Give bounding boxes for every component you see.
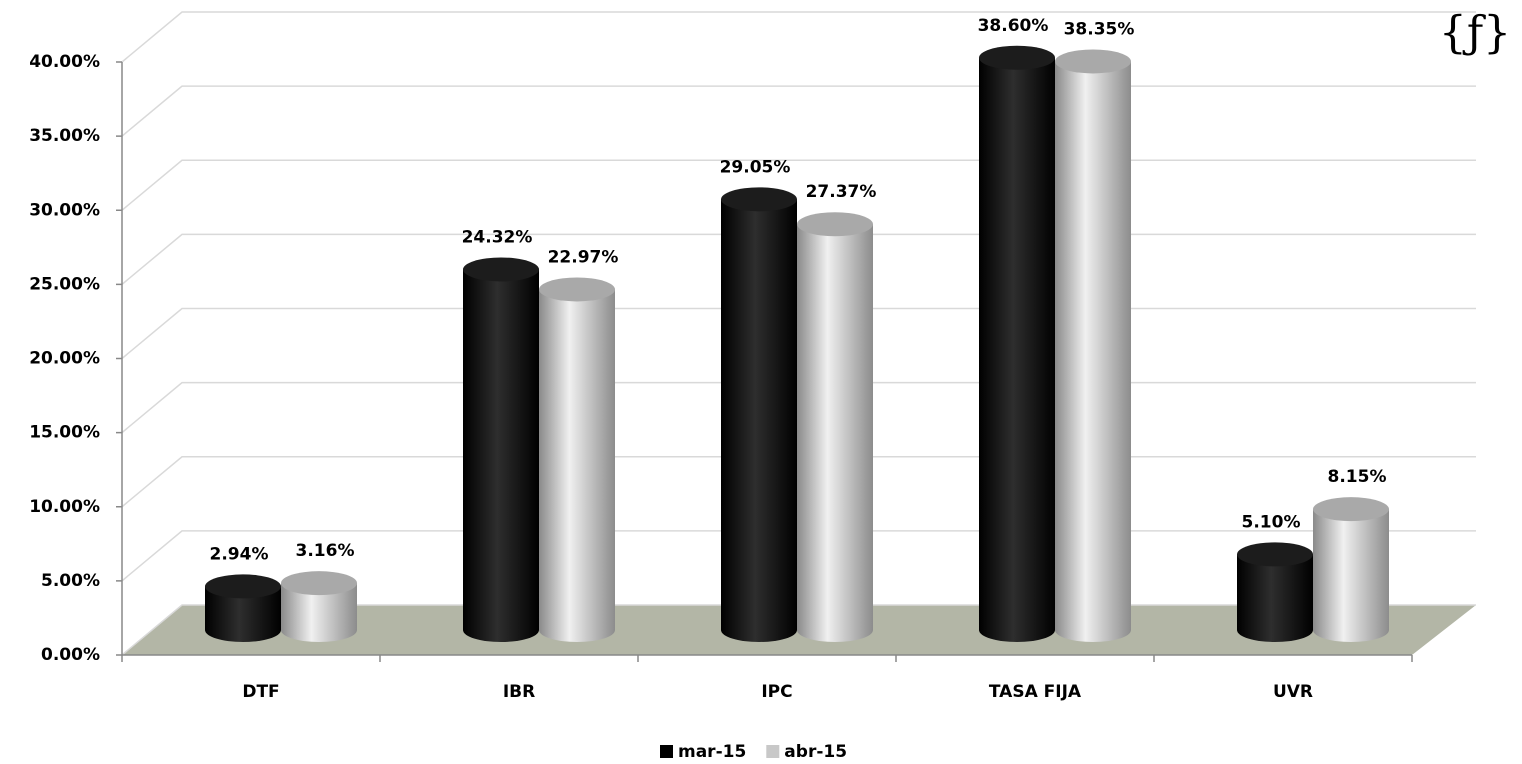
data-label: 8.15% — [1328, 467, 1387, 487]
cylinder — [1313, 497, 1389, 642]
data-label: 27.37% — [806, 182, 877, 202]
cylinder-top — [979, 45, 1055, 70]
y-tick-label: 20.00% — [29, 349, 100, 369]
bar — [463, 269, 539, 630]
x-tick-label: IPC — [761, 682, 792, 702]
y-tick-label: 40.00% — [29, 52, 100, 72]
cylinder-top — [539, 277, 615, 302]
x-tick-label: TASA FIJA — [989, 682, 1082, 702]
legend-label: abr-15 — [784, 742, 847, 762]
bar — [1313, 509, 1389, 630]
y-tick-label: 0.00% — [41, 645, 100, 665]
cylinder — [463, 257, 539, 642]
y-tick-label: 30.00% — [29, 200, 100, 220]
data-label: 38.60% — [978, 16, 1049, 36]
cylinder — [205, 574, 281, 642]
data-label: 3.16% — [296, 541, 355, 561]
cylinder — [281, 571, 357, 642]
cylinder — [539, 277, 615, 642]
legend-label: mar-15 — [678, 742, 746, 762]
cylinder — [797, 212, 873, 642]
cylinder-top — [1237, 542, 1313, 567]
grid-line — [121, 159, 1476, 211]
cylinder-top — [1055, 49, 1131, 74]
cylinder-top — [463, 257, 539, 282]
legend-swatch — [766, 745, 780, 758]
bar — [1237, 554, 1313, 630]
cylinder — [1055, 49, 1131, 642]
data-label: 2.94% — [210, 544, 269, 564]
y-tick-label: 10.00% — [29, 497, 100, 517]
data-label: 29.05% — [720, 157, 791, 177]
cylinder-top — [797, 212, 873, 237]
y-tick-label: 25.00% — [29, 274, 100, 294]
x-tick-label: DTF — [242, 682, 279, 702]
bar — [539, 289, 615, 630]
cylinder — [1237, 542, 1313, 642]
cylinder — [721, 187, 797, 642]
data-label: 24.32% — [462, 227, 533, 247]
y-tick-label: 15.00% — [29, 423, 100, 443]
bar — [721, 199, 797, 631]
x-tick-label: UVR — [1273, 682, 1313, 702]
x-tick-label: IBR — [503, 682, 535, 702]
cylinder-top — [721, 187, 797, 212]
data-label: 5.10% — [1242, 512, 1301, 532]
cylinder-top — [281, 571, 357, 596]
bar — [979, 57, 1055, 630]
data-label: 22.97% — [548, 247, 619, 267]
y-tick-label: 35.00% — [29, 126, 100, 146]
bar — [797, 224, 873, 630]
logo: {ƒ} — [1439, 8, 1511, 59]
bar — [1055, 61, 1131, 631]
cylinder — [979, 45, 1055, 642]
cylinder-top — [205, 574, 281, 599]
grid-line — [121, 11, 1476, 63]
data-label: 38.35% — [1064, 19, 1135, 39]
y-tick-label: 5.00% — [41, 571, 100, 591]
legend-swatch — [660, 745, 673, 758]
grid-line — [121, 85, 1476, 137]
cylinder-top — [1313, 497, 1389, 522]
